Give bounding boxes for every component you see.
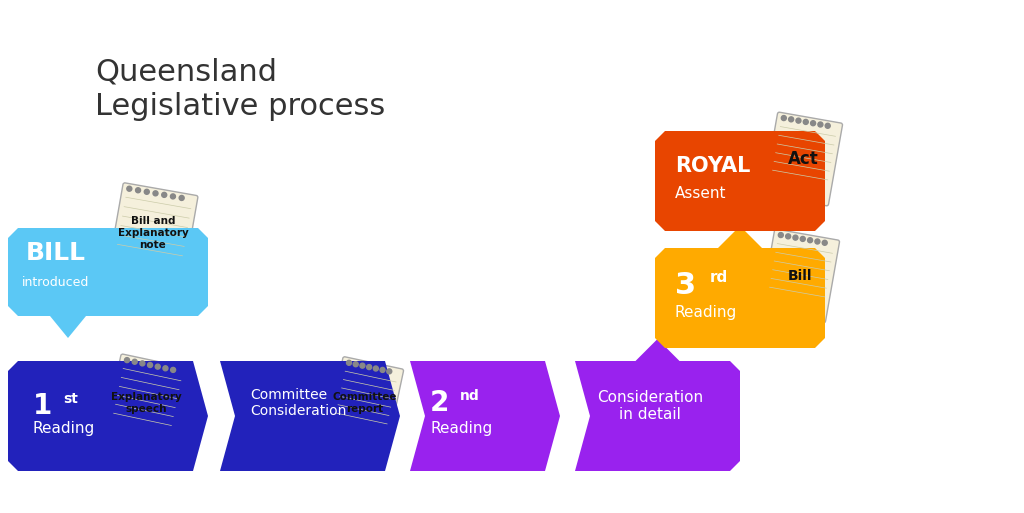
Circle shape xyxy=(359,363,365,368)
FancyBboxPatch shape xyxy=(109,183,198,283)
Text: ROYAL: ROYAL xyxy=(675,156,751,176)
PathPatch shape xyxy=(8,228,208,316)
Circle shape xyxy=(788,117,794,122)
Circle shape xyxy=(171,367,175,372)
Circle shape xyxy=(125,358,129,363)
Circle shape xyxy=(387,369,392,374)
Circle shape xyxy=(808,238,813,243)
Polygon shape xyxy=(50,316,86,338)
Circle shape xyxy=(793,235,798,240)
Text: rd: rd xyxy=(710,270,728,286)
FancyBboxPatch shape xyxy=(761,229,840,323)
FancyBboxPatch shape xyxy=(103,354,188,452)
Circle shape xyxy=(818,122,823,127)
Circle shape xyxy=(822,240,827,245)
PathPatch shape xyxy=(655,131,825,231)
Circle shape xyxy=(140,361,144,366)
Text: Assent: Assent xyxy=(675,186,726,201)
Text: Reading: Reading xyxy=(675,305,737,320)
Circle shape xyxy=(346,360,351,365)
Text: Explanatory
speech: Explanatory speech xyxy=(111,392,181,414)
Circle shape xyxy=(803,120,808,125)
Text: Queensland
Legislative process: Queensland Legislative process xyxy=(95,58,385,121)
Circle shape xyxy=(179,195,184,201)
Circle shape xyxy=(367,365,372,369)
Circle shape xyxy=(163,366,168,371)
Circle shape xyxy=(815,239,820,244)
Circle shape xyxy=(796,118,801,123)
Circle shape xyxy=(374,366,378,371)
Text: Bill: Bill xyxy=(787,269,812,283)
Circle shape xyxy=(778,232,783,238)
Polygon shape xyxy=(636,339,680,361)
Circle shape xyxy=(811,121,815,126)
Circle shape xyxy=(825,123,830,128)
Text: BILL: BILL xyxy=(26,241,86,265)
Circle shape xyxy=(801,236,805,242)
Text: Bill and
Explanatory
note: Bill and Explanatory note xyxy=(118,216,188,250)
Circle shape xyxy=(170,194,175,199)
FancyBboxPatch shape xyxy=(327,357,403,449)
Text: Committee
report: Committee report xyxy=(333,392,397,414)
Circle shape xyxy=(785,234,791,239)
PathPatch shape xyxy=(410,361,560,471)
Circle shape xyxy=(156,364,160,369)
Circle shape xyxy=(135,188,140,193)
Circle shape xyxy=(144,189,150,194)
Circle shape xyxy=(781,115,786,121)
Text: introduced: introduced xyxy=(23,277,90,289)
Circle shape xyxy=(153,191,158,196)
Text: 3: 3 xyxy=(675,271,696,301)
Text: Reading: Reading xyxy=(430,422,493,437)
Text: Consideration
in detail: Consideration in detail xyxy=(597,390,703,422)
Text: Act: Act xyxy=(787,150,818,168)
Text: Reading: Reading xyxy=(33,422,95,437)
Text: Committee
Consideration: Committee Consideration xyxy=(250,388,346,418)
Circle shape xyxy=(353,362,358,367)
PathPatch shape xyxy=(220,361,400,471)
PathPatch shape xyxy=(8,361,208,471)
Text: 2: 2 xyxy=(430,389,450,417)
Circle shape xyxy=(132,359,137,364)
Circle shape xyxy=(147,363,153,367)
Text: nd: nd xyxy=(460,389,480,403)
Circle shape xyxy=(162,192,167,198)
Text: 1: 1 xyxy=(33,392,52,420)
Circle shape xyxy=(127,186,132,191)
FancyBboxPatch shape xyxy=(764,112,843,206)
Circle shape xyxy=(380,367,385,372)
Text: st: st xyxy=(63,392,78,406)
PathPatch shape xyxy=(575,361,740,471)
PathPatch shape xyxy=(655,248,825,348)
Polygon shape xyxy=(718,226,762,248)
